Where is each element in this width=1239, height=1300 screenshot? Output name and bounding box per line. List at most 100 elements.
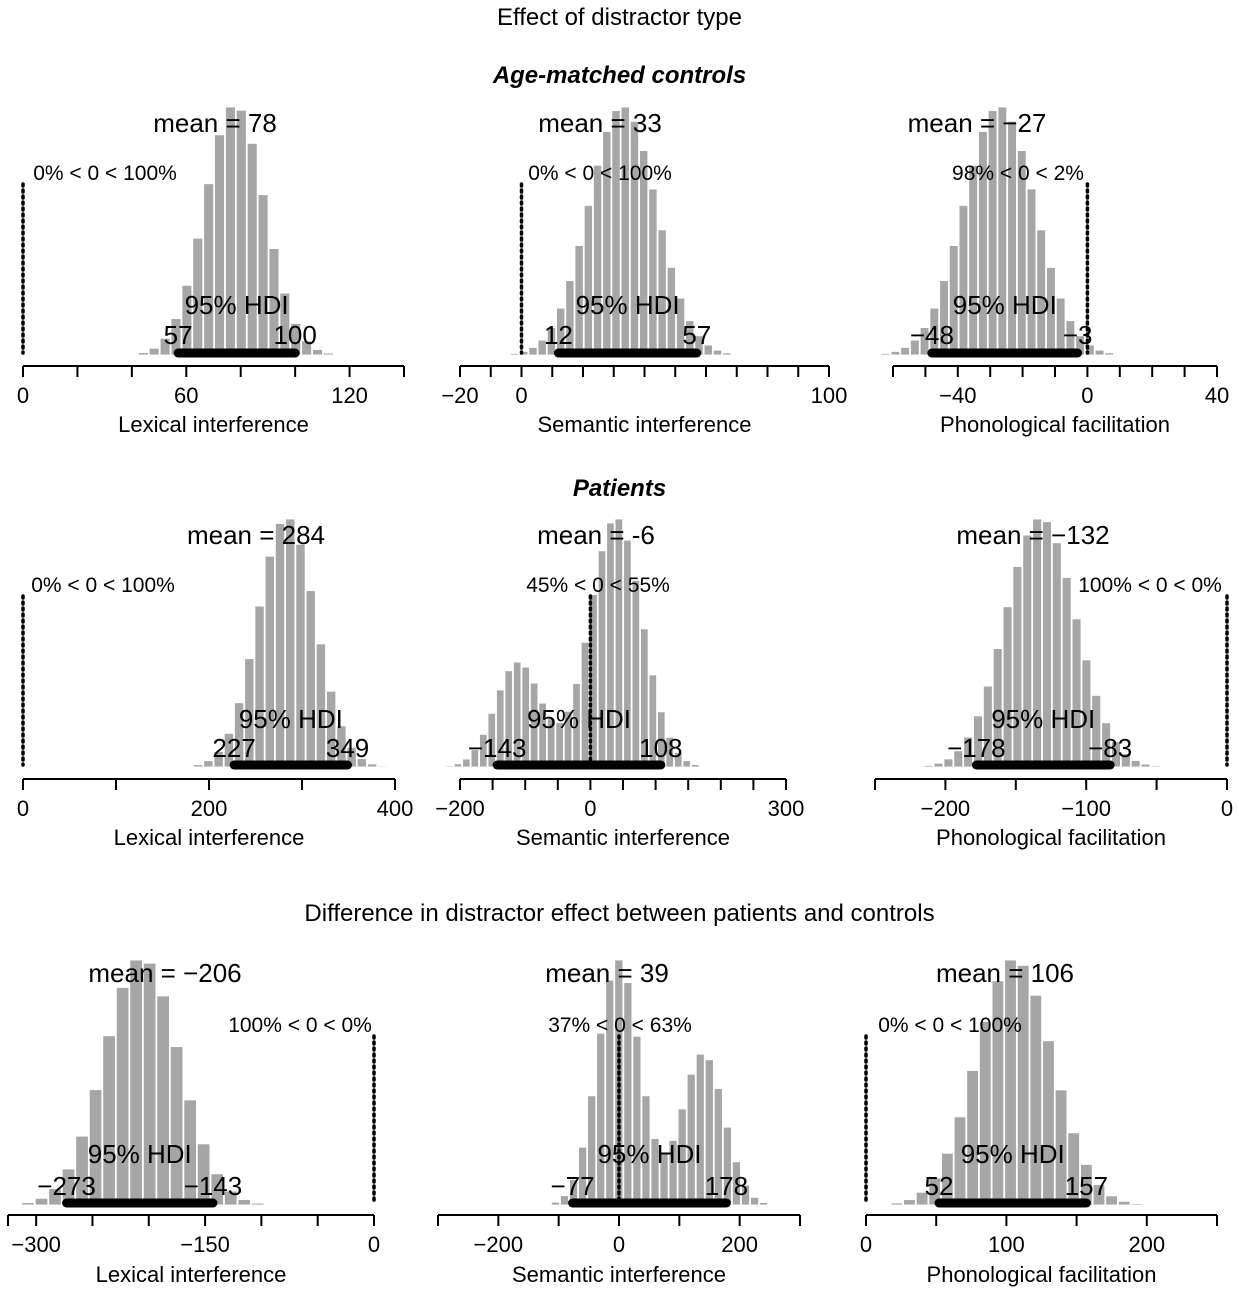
hdi-label: 95% HDI [961,1139,1065,1169]
histogram-bar [596,1032,606,1206]
histogram-bar [251,1202,265,1206]
reference-label: 98% < 0 < 2% [952,162,1084,185]
main-title: Effect of distractor type [496,4,742,31]
x-tick-label: −200 [921,796,971,821]
histogram-bar [1012,566,1023,768]
histogram-bar [48,1188,62,1206]
x-axis-label: Semantic interference [512,1262,726,1287]
histogram-bar [487,712,496,768]
histogram-bar [519,351,529,356]
histogram-bar [759,1202,769,1206]
hdi-low-label: −77 [550,1171,594,1201]
histogram-bar [462,758,471,768]
mean-label: mean = -6 [537,520,655,550]
hdi-low-label: −143 [468,733,527,763]
mean-label: mean = 106 [936,958,1074,988]
x-tick-label: 0 [613,1232,625,1257]
histogram-bar [712,349,723,356]
mean-label: mean = 284 [187,520,325,550]
histogram-bar [1130,760,1141,768]
histogram-bar [453,763,463,768]
histogram-bar [741,1184,750,1206]
histogram-bar [1094,349,1105,356]
patients-title: Patients [572,475,667,502]
histogram-bar [695,1053,705,1206]
x-tick-label: 200 [191,796,228,821]
histogram-bar [510,353,520,356]
hdi-high-label: 108 [639,733,682,763]
histogram-bar [968,164,978,356]
hdi-label: 95% HDI [88,1139,192,1169]
hdi-label: 95% HDI [239,704,343,734]
histogram-bar [583,205,593,356]
histogram-bar [1061,577,1072,768]
reference-label: 0% < 0 < 100% [33,162,177,185]
panel-difference-2: 0 100 200 Phonological facilitation 0% < 0 <… [860,958,1218,1287]
mean-label: mean = 78 [153,108,277,138]
histogram-bar [928,1177,941,1206]
panel-controls-1: −20 0 100 Semantic interference 0% < 0 < 100… [441,106,848,437]
panel-difference-0: −300 −150 0 Lexical interference 100% < 0 < … [7,958,380,1287]
hdi-label: 95% HDI [185,290,289,320]
histogram-bar [546,327,556,356]
x-tick-label: 0 [17,383,29,408]
histogram-bar [115,987,130,1206]
hdi-low-label: −273 [37,1171,96,1201]
x-tick-label: 0 [17,796,29,821]
histogram-bar [445,765,454,768]
histogram-bar [254,605,265,768]
panel-patients-1: −200 0 300 Semantic interference 45% < 0 < 5… [435,518,805,850]
panel-patients-2: −200 −100 0 Phonological facilitation 100% <… [874,518,1233,850]
x-tick-label: 100 [811,383,848,408]
reference-label: 0% < 0 < 100% [528,162,672,185]
histogram-bar [648,188,658,356]
histogram-bar [915,1191,929,1206]
histogram-bar [632,1035,642,1206]
histogram-bar [264,555,275,768]
x-axis-label: Lexical interference [118,412,309,437]
histogram-bar [528,347,538,356]
histogram-bar [691,764,700,768]
x-tick-label: 0 [368,1232,380,1257]
hdi-low-label: 12 [544,320,573,350]
mean-label: mean = 33 [538,108,662,138]
hdi-high-label: 157 [1065,1171,1108,1201]
histogram-bar [979,1021,992,1206]
histogram-bar [367,763,378,768]
histogram-bar [246,142,258,356]
histogram-bar [203,183,214,356]
x-tick-label: 60 [174,383,198,408]
x-axis-label: Lexical interference [96,1262,287,1287]
histogram-bar [21,1202,35,1206]
histogram-bar [1071,618,1082,768]
histogram-bar [1140,763,1151,768]
x-tick-label: 300 [768,796,805,821]
x-tick-label: −200 [474,1232,524,1257]
panel-controls-0: 0 60 120 Lexical interference 0% < 0 < 100% 9… [17,106,405,437]
hdi-low-label: −178 [947,733,1006,763]
histogram-bar [377,765,388,768]
histogram-bar [356,758,367,768]
hdi-label: 95% HDI [597,1139,701,1169]
mean-label: mean = −206 [88,958,241,988]
histogram-bar [470,749,479,768]
histogram-bar [148,347,160,356]
histogram-bar [479,734,488,768]
histogram-bar [237,1199,251,1206]
x-tick-label: 0 [515,383,527,408]
histogram-bar [169,1046,184,1206]
histogram-bar [682,760,691,768]
histogram-bar [900,347,910,356]
hdi-high-label: 349 [326,733,369,763]
difference-title: Difference in distractor effect between … [304,900,935,927]
histogram-bar [943,758,954,768]
histogram-bar [665,736,674,768]
histogram-bar [593,164,603,356]
histogram-bar [1121,753,1131,768]
x-tick-label: 120 [331,383,368,408]
x-tick-label: 0 [860,1232,872,1257]
x-tick-label: 400 [377,796,414,821]
x-tick-label: 0 [584,796,596,821]
panel-controls-2: −40 0 40 Phonological facilitation 98% < 0 <… [880,106,1229,437]
